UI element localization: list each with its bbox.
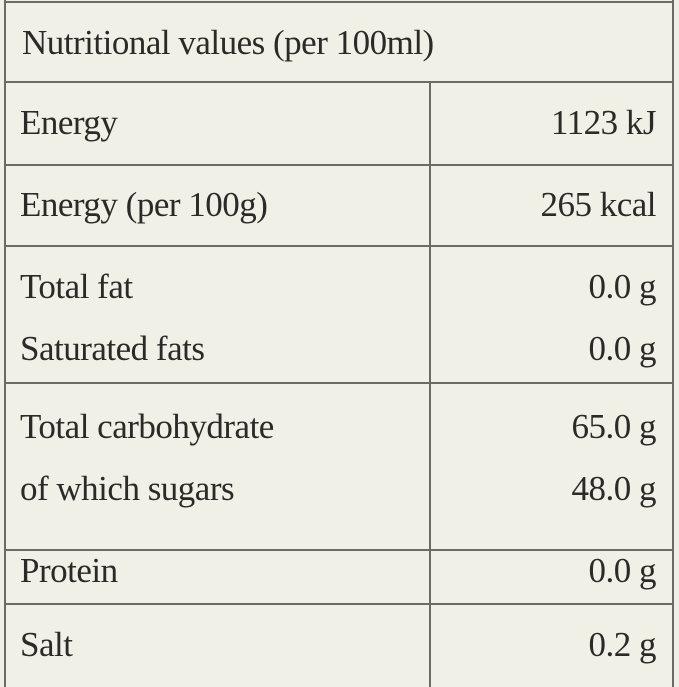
row-label: Total carbohydrate (20, 407, 274, 446)
row-value: 65.0 g (572, 407, 657, 446)
row-label: Energy (20, 103, 118, 142)
row-label: Saturated fats (20, 329, 204, 368)
row-label: Energy (per 100g) (20, 185, 267, 224)
row-label: Total fat (20, 267, 133, 306)
row-value: 1123 kJ (551, 103, 656, 142)
row-label: of which sugars (20, 469, 234, 508)
row-value: 0.2 g (589, 625, 657, 664)
row-label: Salt (20, 625, 73, 664)
row-value: 0.0 g (589, 551, 657, 590)
row-value: 0.0 g (589, 329, 657, 368)
row-value: 48.0 g (572, 469, 657, 508)
row-value: 265 kcal (540, 185, 656, 224)
table-title: Nutritional values (per 100ml) (22, 23, 434, 62)
row-value: 0.0 g (589, 267, 657, 306)
row-label: Protein (20, 551, 118, 590)
